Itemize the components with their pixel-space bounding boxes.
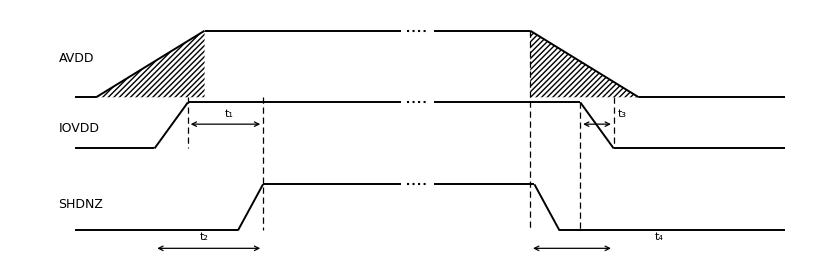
Text: t₄: t₄ (655, 232, 664, 242)
Text: SHDNZ: SHDNZ (58, 198, 104, 211)
Text: AVDD: AVDD (58, 52, 94, 65)
Text: IOVDD: IOVDD (58, 122, 99, 134)
Text: t₁: t₁ (225, 109, 234, 119)
Text: t₃: t₃ (618, 109, 626, 119)
Text: t₂: t₂ (200, 232, 209, 242)
